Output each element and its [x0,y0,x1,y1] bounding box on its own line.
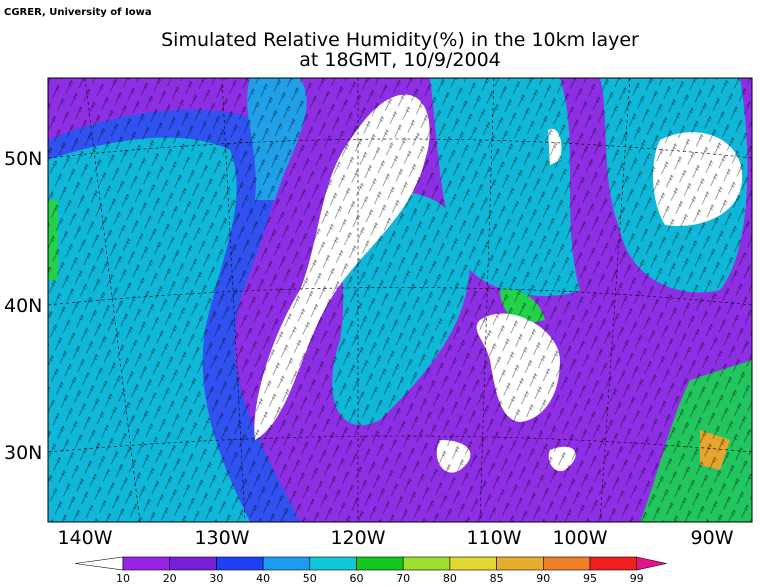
lon-label: 90W [691,527,734,549]
colorbar-label: 60 [350,572,364,585]
title-line: at 18GMT, 10/9/2004 [299,49,501,71]
lon-label: 140W [57,527,112,549]
lat-label: 30N [4,442,42,464]
colorbar-segment [262,556,311,571]
colorbar-segment [496,556,544,571]
colorbar-label: 10 [116,572,130,585]
lon-label: 110W [466,527,521,549]
lon-label: 130W [194,527,249,549]
colorbar-segment [216,556,264,571]
map-frame [47,77,753,523]
colorbar-label: 99 [630,572,644,585]
colorbar-end [74,556,124,571]
colorbar-segment [169,556,217,571]
colorbar-label: 70 [396,572,410,585]
humidity-map [48,78,752,522]
colorbar-label: 40 [256,572,270,585]
colorbar-segment [542,556,591,571]
colorbar-segment [309,556,357,571]
lat-label: 40N [4,295,42,317]
colorbar-segment [122,556,171,571]
lon-label: 120W [330,527,385,549]
colorbar-label: 95 [583,572,597,585]
colorbar-end [636,556,667,571]
colorbar: 10 20 30 40 50 60 70 80 85 90 95 99 [74,556,667,585]
credit: CGRER, University of Iowa [4,7,152,18]
lon-label: 100W [552,527,607,549]
title-line: Simulated Relative Humidity(%) in the 10… [161,29,639,51]
colorbar-label: 50 [303,572,317,585]
lat-label: 50N [4,148,42,170]
colorbar-segment [449,556,497,571]
colorbar-segment [589,556,638,571]
colorbar-segment [356,556,404,571]
colorbar-label: 20 [163,572,177,585]
colorbar-label: 30 [209,572,223,585]
colorbar-label: 90 [536,572,550,585]
colorbar-label: 85 [490,572,504,585]
colorbar-segment [402,556,451,571]
colorbar-label: 80 [443,572,457,585]
